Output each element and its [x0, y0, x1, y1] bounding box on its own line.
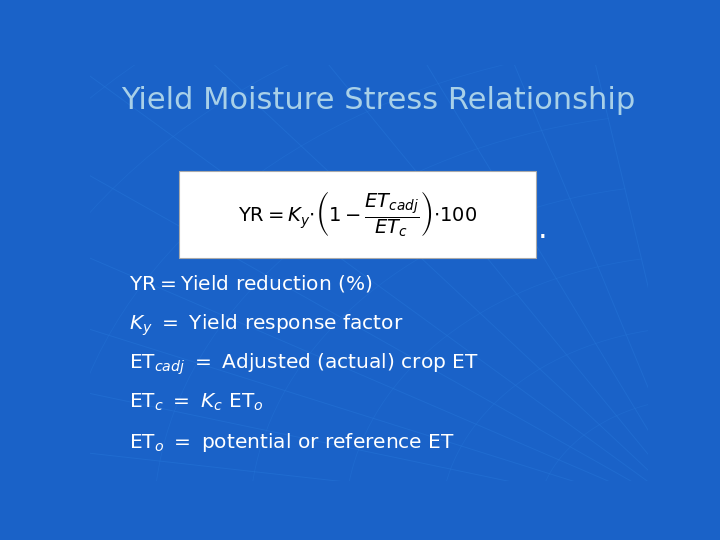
Text: $\mathregular{YR = Yield\ reduction\ (\%)}$: $\mathregular{YR = Yield\ reduction\ (\%…	[129, 273, 373, 294]
Text: $K_y\mathregular{\ =\ Yield\ response\ factor}$: $K_y\mathregular{\ =\ Yield\ response\ f…	[129, 312, 403, 338]
Text: .: .	[538, 214, 548, 244]
Text: $\mathregular{ET}_c\mathregular{\ =\ }K_c\mathregular{\ ET}_o$: $\mathregular{ET}_c\mathregular{\ =\ }K_…	[129, 391, 264, 413]
Text: Yield Moisture Stress Relationship: Yield Moisture Stress Relationship	[121, 85, 635, 114]
Text: $\mathregular{ET}_o\mathregular{\ =\ potential\ or\ reference\ ET}$: $\mathregular{ET}_o\mathregular{\ =\ pot…	[129, 431, 455, 454]
Text: $\mathregular{ET}_{cadj}\mathregular{\ =\ Adjusted\ (actual)\ crop\ ET}$: $\mathregular{ET}_{cadj}\mathregular{\ =…	[129, 352, 479, 377]
FancyBboxPatch shape	[179, 171, 536, 258]
Text: $\mathregular{YR} = K_y{\cdot}\left(1 - \dfrac{ET_{cadj}}{ET_c}\right){\cdot}100: $\mathregular{YR} = K_y{\cdot}\left(1 - …	[238, 190, 477, 239]
